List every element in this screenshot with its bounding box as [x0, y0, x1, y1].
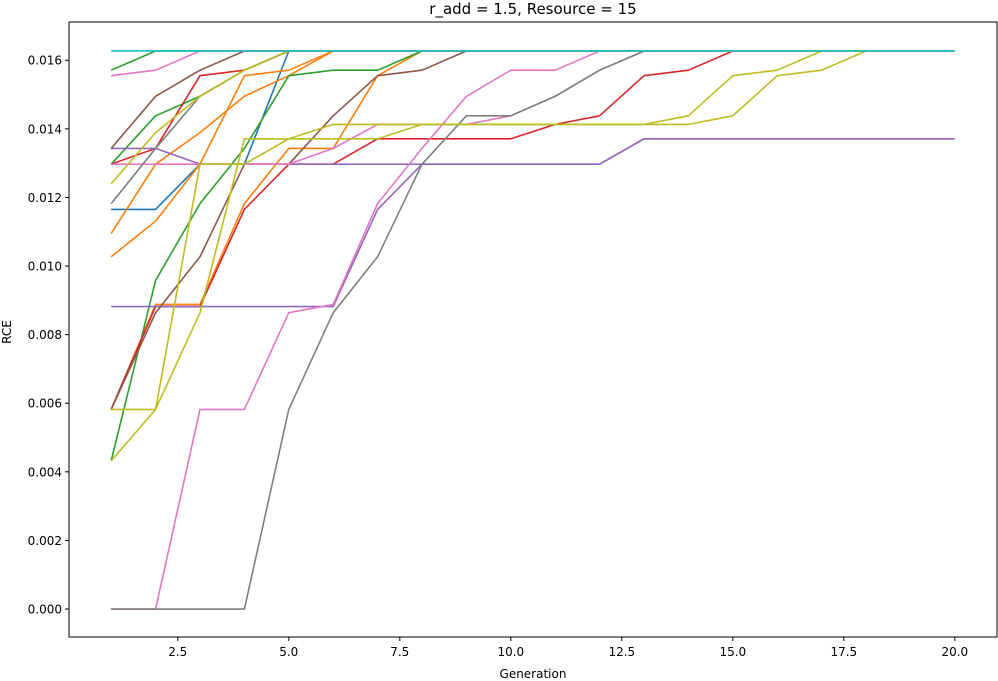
y-tick-label: 0.008 — [28, 328, 62, 342]
x-tick-label: 12.5 — [608, 645, 635, 659]
y-tick-label: 0.012 — [28, 191, 62, 205]
x-tick-label: 5.0 — [279, 645, 298, 659]
series-line-11 — [111, 137, 955, 308]
series-layer — [110, 50, 955, 610]
x-axis-ticks: 2.5 5.0 7.5 10.0 12.5 15.0 17.5 20.0 — [168, 637, 968, 659]
y-tick-label: 0.002 — [28, 534, 62, 548]
series-line-21 — [110, 50, 955, 462]
x-tick-label: 20.0 — [941, 645, 968, 659]
y-tick-label: 0.014 — [28, 122, 62, 136]
y-axis-ticks: 0.000 0.002 0.004 0.006 0.008 0.010 0.012 0.014… — [28, 54, 69, 617]
x-axis-label: Generation — [500, 667, 567, 681]
plot-frame — [68, 21, 998, 638]
x-tick-label: 15.0 — [719, 645, 746, 659]
y-axis-label: RCE — [0, 320, 14, 344]
chart-title: r_add = 1.5, Resource = 15 — [429, 0, 636, 19]
x-tick-label: 10.0 — [497, 645, 524, 659]
y-tick-label: 0.000 — [28, 603, 62, 617]
y-tick-label: 0.010 — [28, 260, 62, 274]
y-tick-label: 0.004 — [28, 465, 62, 479]
x-tick-label: 7.5 — [390, 645, 409, 659]
y-tick-label: 0.006 — [28, 397, 62, 411]
x-tick-label: 17.5 — [830, 645, 857, 659]
x-tick-label: 2.5 — [168, 645, 187, 659]
y-tick-label: 0.016 — [28, 54, 62, 68]
